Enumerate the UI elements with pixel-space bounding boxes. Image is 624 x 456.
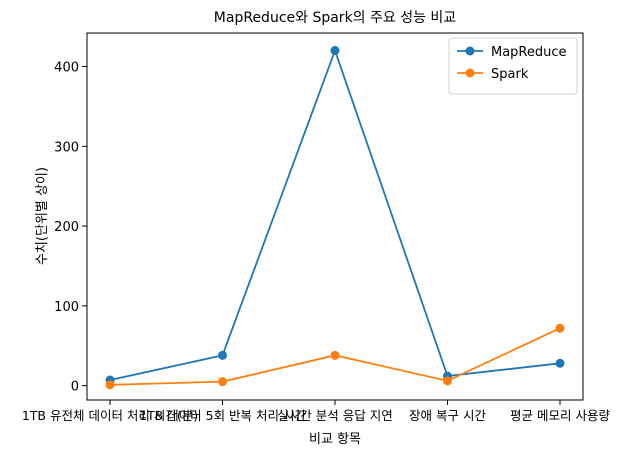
x-tick-label: 장애 복구 시간: [409, 408, 486, 423]
data-point: [218, 377, 227, 387]
x-axis-label: 비교 항목: [309, 432, 361, 447]
legend-box: [448, 37, 578, 95]
x-tick-label: 1TB 유전체 데이터 처리 시간(분): [22, 408, 198, 423]
y-tick-label: 400: [54, 61, 79, 76]
y-tick-label: 0: [71, 380, 79, 395]
data-point: [443, 376, 452, 386]
legend-marker: [465, 46, 475, 56]
legend-item: Spark: [457, 67, 529, 82]
legend-item: MapReduce: [457, 45, 567, 60]
series-layer: [105, 46, 565, 390]
legend-label: MapReduce: [491, 45, 567, 60]
data-point: [555, 358, 565, 368]
data-point: [330, 350, 340, 360]
y-tick-label: 200: [54, 220, 79, 235]
data-point: [105, 380, 115, 390]
x-axis: 1TB 유전체 데이터 처리 시간(분)1TB 데이터 5회 반복 처리 시간실…: [22, 400, 610, 423]
legend-label: Spark: [491, 67, 529, 82]
data-point: [555, 323, 565, 333]
chart-title: MapReduce와 Spark의 주요 성능 비교: [214, 10, 457, 26]
x-tick-label: 실시간 분석 응답 지연: [277, 408, 392, 423]
series-spark: [105, 323, 565, 390]
y-tick-label: 300: [54, 140, 79, 155]
y-axis: 0 100 200 300 400: [54, 61, 87, 395]
x-tick-label: 1TB 데이터 5회 반복 처리 시간: [139, 408, 306, 423]
legend: MapReduce Spark: [448, 37, 578, 95]
data-point: [218, 350, 227, 360]
data-point: [330, 46, 340, 56]
legend-marker: [465, 68, 475, 78]
x-tick-label: 평균 메모리 사용량: [510, 408, 610, 423]
y-tick-label: 100: [54, 300, 79, 315]
y-axis-label: 수치(단위별 상이): [35, 167, 50, 265]
